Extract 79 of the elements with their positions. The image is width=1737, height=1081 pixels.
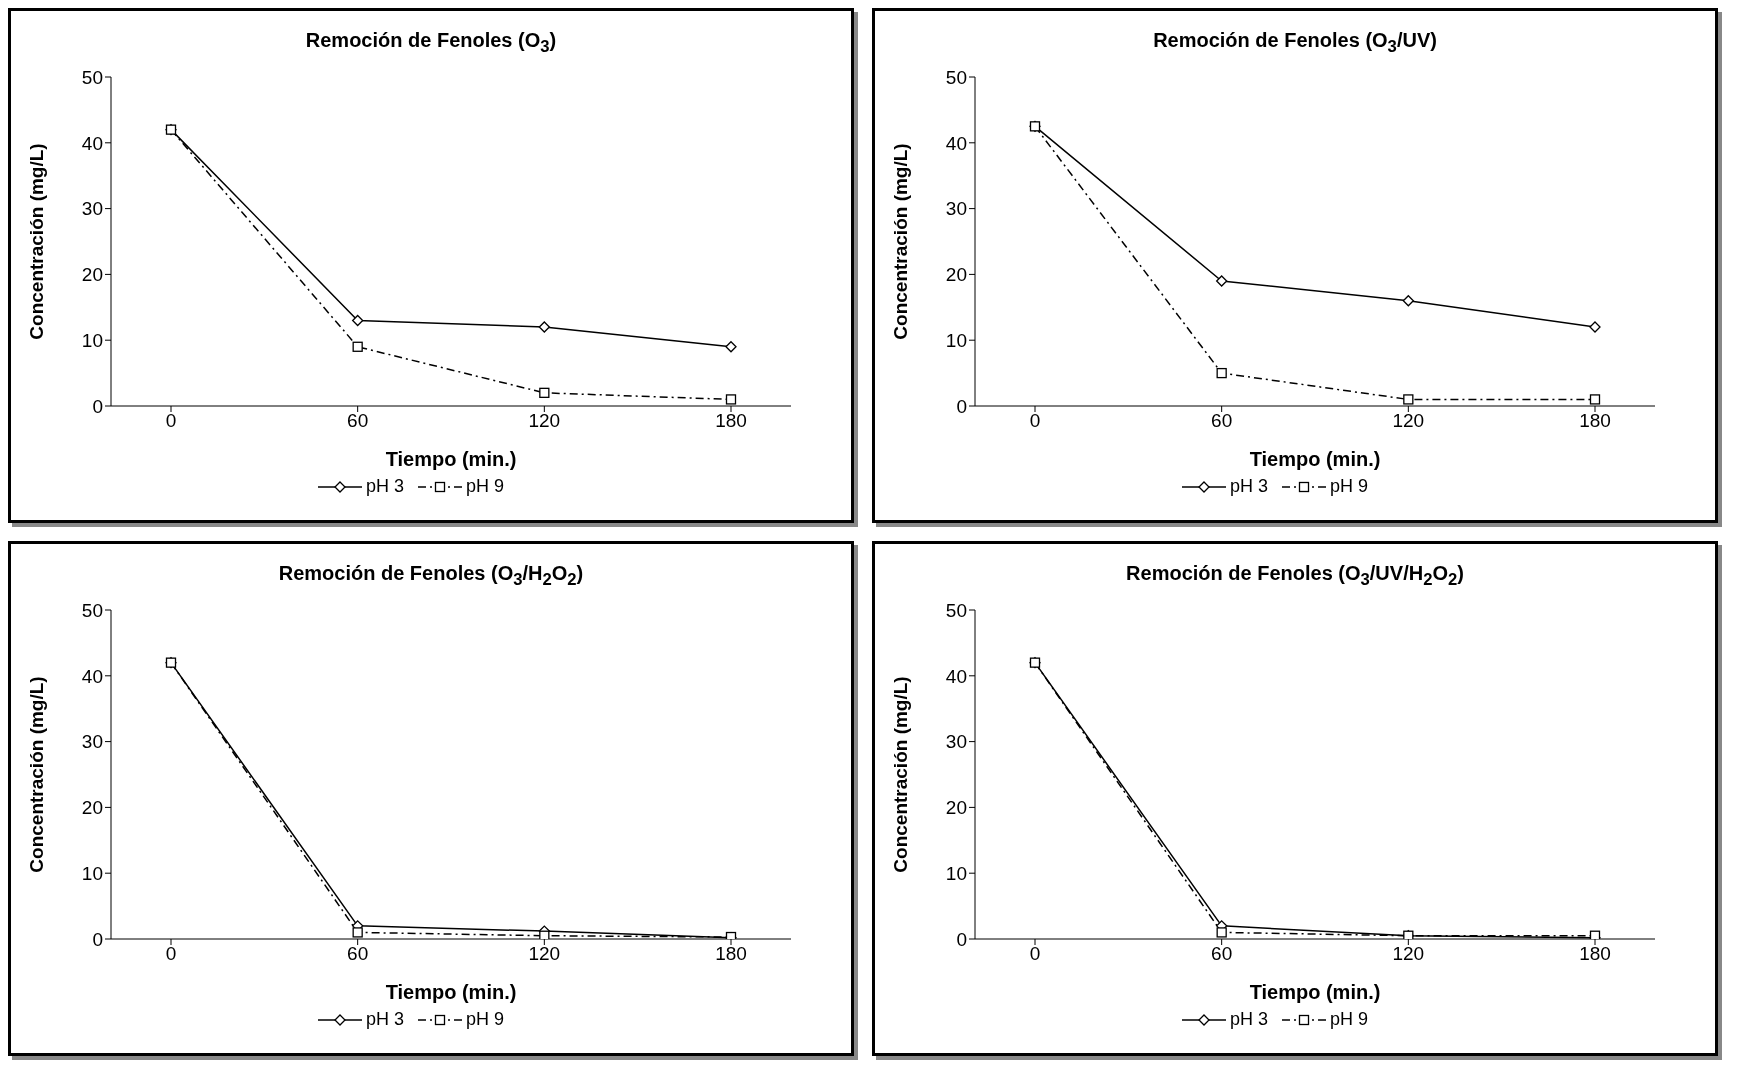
y-tick-label: 20 [945,264,967,286]
y-tick-label: 10 [945,862,967,884]
point [352,927,363,938]
legend-label: pH 9 [466,1009,505,1030]
y-tick-label: 30 [945,731,967,753]
y-tick-label: 30 [81,198,103,220]
x-tick-label: 60 [1211,943,1233,965]
point [539,930,550,939]
legend-label: pH 9 [466,476,505,497]
point [1589,394,1601,405]
y-tick-label: 20 [81,264,103,286]
x-axis-title: Tiempo (min.) [1249,448,1381,470]
point [538,321,550,333]
y-tick-label: 50 [81,599,103,621]
point [1403,394,1414,405]
point [1216,927,1227,938]
y-tick-label: 40 [945,132,967,154]
y-tick-label: 10 [81,862,103,884]
x-tick-label: 120 [1392,410,1425,432]
point [1029,657,1041,668]
point [539,387,550,398]
x-tick-label: 180 [715,410,747,432]
x-tick-label: 0 [165,410,177,432]
y-tick-label: 20 [81,797,103,819]
y-axis-title: Concentración (mg/L) [889,676,911,873]
x-tick-label: 0 [165,943,177,965]
y-tick-label: 40 [81,665,103,687]
x-tick-label: 0 [1029,410,1041,432]
y-axis-title: Concentración (mg/L) [25,143,47,340]
y-tick-label: 0 [92,928,103,950]
y-tick-label: 10 [81,329,103,351]
point [352,341,363,352]
y-tick-label: 10 [945,329,967,351]
x-tick-label: 60 [347,943,369,965]
point [1403,930,1414,939]
point [1216,275,1228,287]
y-tick-label: 40 [945,665,967,687]
y-axis-title: Concentración (mg/L) [25,676,47,873]
chart-title: Remoción de Fenoles (O$_{3}$/UV/H$_{2}$O$_{2}$) [1125,562,1465,590]
legend-label: pH 9 [1330,476,1369,497]
legend-label: pH 3 [365,1009,404,1030]
point [352,314,364,327]
x-tick-label: 0 [1029,943,1041,965]
y-tick-label: 30 [81,731,103,753]
x-axis-title: Tiempo (min.) [385,448,517,470]
x-tick-label: 180 [1579,410,1611,432]
point [725,394,737,405]
point [1216,367,1227,379]
point [725,341,737,353]
y-tick-label: 0 [956,928,967,950]
chart-title: Remoción de Fenoles (O$_{3}$/H$_{2}$O$_{2}$) [277,562,585,590]
x-axis-title: Tiempo (min.) [385,981,517,1003]
x-axis-title: Tiempo (min.) [1249,981,1381,1003]
x-tick-label: 180 [1579,943,1611,965]
point [165,657,177,668]
x-tick-label: 60 [1211,410,1233,432]
legend-label: pH 3 [1229,476,1268,497]
x-tick-label: 120 [528,410,561,432]
legend-label: pH 3 [365,476,404,497]
x-tick-label: 60 [347,410,369,432]
y-tick-label: 50 [945,66,967,88]
y-tick-label: 50 [81,66,103,88]
y-tick-label: 40 [81,132,103,154]
point [1402,295,1414,307]
point [1029,121,1041,132]
y-tick-label: 20 [945,797,967,819]
chart-title: Remoción de Fenoles (O$_{3}$/UV) [1152,29,1438,57]
y-axis-title: Concentración (mg/L) [889,143,911,340]
y-tick-label: 30 [945,198,967,220]
x-tick-label: 180 [715,943,747,965]
point [165,124,177,135]
y-tick-label: 0 [956,395,967,417]
y-tick-label: 50 [945,599,967,621]
chart-title: Remoción de Fenoles (O$_{3}$) [304,29,558,57]
legend-label: pH 3 [1229,1009,1268,1030]
x-tick-label: 120 [528,943,561,965]
y-tick-label: 0 [92,395,103,417]
legend-label: pH 9 [1330,1009,1369,1030]
x-tick-label: 120 [1392,943,1425,965]
